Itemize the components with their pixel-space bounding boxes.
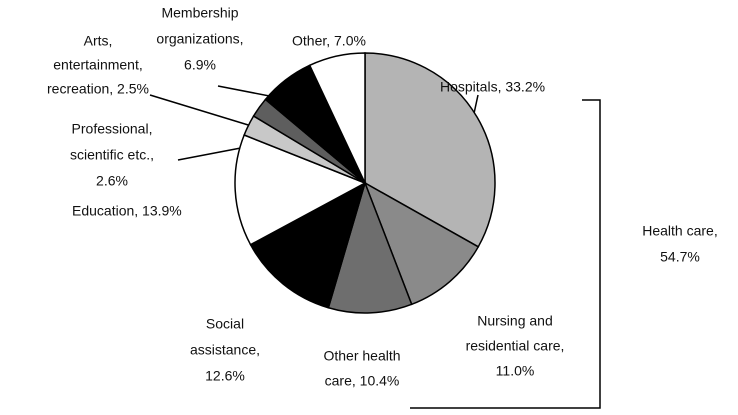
- pie-slice: [363, 181, 480, 306]
- leader-line: [149, 94, 259, 129]
- slice-label: Membership: [161, 5, 238, 21]
- slice-label: 6.9%: [184, 57, 216, 73]
- slice-label: Social: [206, 316, 244, 332]
- slice-label: residential care,: [466, 338, 565, 354]
- slice-label: Education, 13.9%: [72, 203, 182, 219]
- leader-line: [177, 146, 247, 161]
- slice-label: assistance,: [190, 342, 260, 358]
- slice-label: 12.6%: [205, 368, 245, 384]
- pie-slice: [364, 52, 496, 248]
- slice-label: Professional,: [72, 121, 153, 137]
- slice-label: entertainment,: [53, 57, 143, 73]
- annotation: 54.7%: [660, 249, 700, 265]
- slice-label: Other, 7.0%: [292, 33, 366, 49]
- slice-label: recreation, 2.5%: [47, 81, 149, 97]
- slice-label: Arts,: [84, 33, 113, 49]
- slice-label: Nursing and: [477, 313, 553, 329]
- slice-label: organizations,: [156, 31, 243, 47]
- pie-slice: [249, 181, 367, 309]
- slice-label: 11.0%: [496, 363, 535, 379]
- slice-label: 2.6%: [96, 173, 128, 189]
- pie-slice: [327, 180, 413, 314]
- bracket: [410, 99, 601, 409]
- slice-label: care, 10.4%: [325, 373, 400, 389]
- annotation: Health care,: [642, 223, 717, 239]
- slice-label: Hospitals, 33.2%: [440, 79, 545, 95]
- slice-label: scientific etc.,: [70, 147, 154, 163]
- pie-slice: [308, 52, 366, 184]
- pie-slice: [234, 134, 367, 246]
- slice-label: Other health: [323, 348, 400, 364]
